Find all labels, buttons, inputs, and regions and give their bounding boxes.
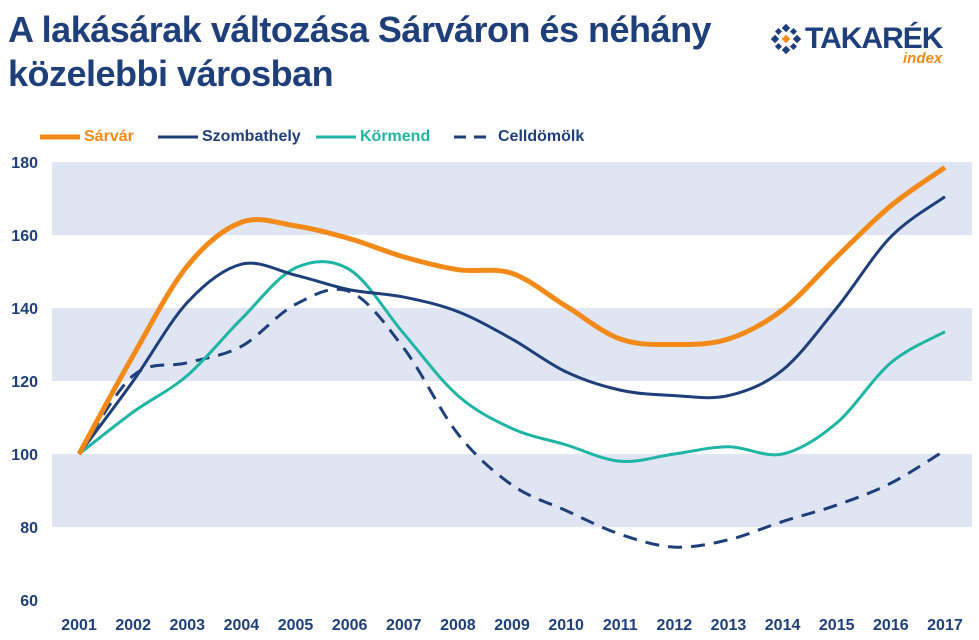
x-tick-label: 2001 — [61, 617, 97, 634]
x-tick-label: 2009 — [494, 617, 530, 634]
logo-text: TAKARÉK — [805, 22, 943, 55]
x-tick-label: 2004 — [224, 617, 260, 634]
x-tick-label: 2007 — [386, 617, 422, 634]
logo-subtext: index — [903, 50, 943, 67]
y-tick-label: 120 — [11, 374, 38, 391]
x-tick-label: 2012 — [657, 617, 693, 634]
legend-swatch-sarvar — [40, 134, 80, 140]
grid-band — [52, 381, 972, 454]
grid-band — [52, 308, 972, 381]
grid-band — [52, 527, 972, 600]
y-tick-label: 160 — [11, 228, 38, 245]
y-tick-label: 140 — [11, 301, 38, 318]
y-tick-label: 60 — [20, 593, 38, 610]
series-line-szombathely — [77, 195, 946, 455]
y-tick-label: 80 — [20, 520, 38, 537]
x-tick-label: 2016 — [873, 617, 909, 634]
legend-label-kormend: Körmend — [360, 128, 431, 145]
line-chart: 60 80 100 120 140 160 180 2001 2002 2003 2004 2005 2… — [11, 155, 972, 634]
y-tick-label: 180 — [11, 155, 38, 172]
series-line-celldomolk — [77, 287, 946, 549]
series-line-kormend — [78, 260, 946, 464]
x-tick-label: 2013 — [711, 617, 747, 634]
legend-label-celldomolk: Celldömölk — [498, 128, 585, 145]
x-tick-label: 2005 — [278, 617, 314, 634]
grid-band — [52, 454, 972, 527]
grid-band — [52, 162, 972, 235]
legend-label-sarvar: Sárvár — [84, 128, 134, 145]
x-tick-label: 2008 — [440, 617, 476, 634]
x-tick-label: 2011 — [603, 617, 638, 634]
x-tick-label: 2003 — [169, 617, 205, 634]
legend-swatch-celldomolk — [454, 135, 494, 139]
legend-swatch-kormend — [316, 135, 356, 139]
x-tick-label: 2006 — [332, 617, 368, 634]
x-tick-label: 2010 — [548, 617, 584, 634]
x-tick-label: 2014 — [765, 617, 801, 634]
logo-diamond-icon — [771, 24, 801, 54]
page-title: A lakásárak változása Sárváron és néhány… — [8, 9, 712, 94]
x-tick-label: 2002 — [115, 617, 151, 634]
y-tick-label: 100 — [11, 447, 38, 464]
x-tick-label: 2017 — [927, 617, 963, 634]
legend-label-szombathely: Szombathely — [202, 128, 301, 145]
takarek-logo: TAKARÉK index — [771, 20, 961, 70]
legend-swatch-szombathely — [158, 135, 198, 139]
series-line-sarvar — [76, 165, 947, 456]
x-tick-label: 2015 — [819, 617, 855, 634]
